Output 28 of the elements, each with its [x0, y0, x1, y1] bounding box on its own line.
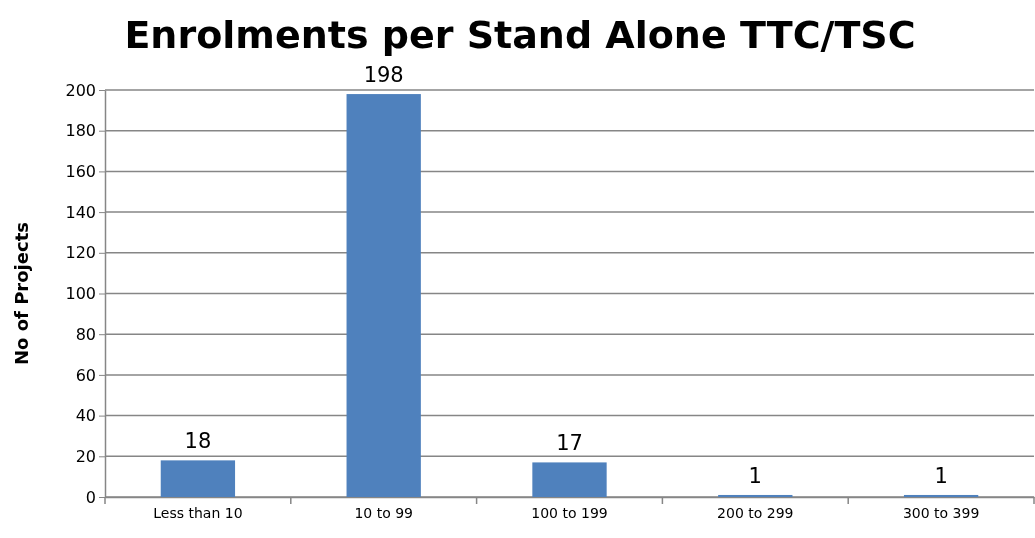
data-label: 17	[556, 431, 583, 456]
chart-title: Enrolments per Stand Alone TTC/TSC	[124, 13, 916, 57]
y-tick-label: 140	[65, 202, 96, 222]
y-tick-label: 80	[75, 324, 96, 344]
x-tick-label: Less than 10	[153, 505, 243, 522]
data-label: 1	[934, 463, 948, 488]
y-tick-label: 0	[85, 487, 96, 507]
bar	[160, 460, 236, 497]
data-label: 198	[363, 63, 404, 88]
y-tick-label: 200	[65, 80, 96, 100]
x-tick-label: 300 to 399	[902, 505, 980, 522]
y-tick-label: 40	[75, 406, 96, 426]
y-tick-label: 20	[75, 446, 96, 466]
y-tick-label: 120	[65, 243, 96, 263]
bar	[532, 462, 607, 497]
y-tick-label: 100	[65, 284, 96, 304]
data-label: 1	[748, 463, 762, 488]
x-tick-label: 200 to 299	[717, 505, 794, 522]
y-tick-label: 180	[65, 121, 96, 141]
y-tick-label: 160	[65, 162, 96, 182]
y-tick-label: 60	[75, 365, 96, 385]
x-tick-label: 100 to 199	[531, 505, 608, 522]
bar	[903, 494, 979, 497]
data-label: 18	[184, 429, 212, 454]
y-axis-title: No of Projects	[11, 222, 32, 365]
bar	[718, 494, 793, 497]
bar	[346, 94, 421, 497]
x-tick-label: 10 to 99	[354, 505, 413, 522]
